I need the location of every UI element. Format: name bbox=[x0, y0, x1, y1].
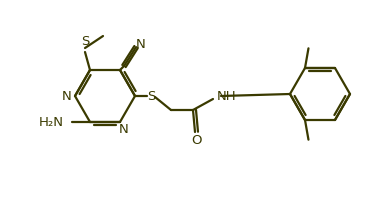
Text: H₂N: H₂N bbox=[39, 116, 64, 129]
Text: NH: NH bbox=[217, 90, 237, 103]
Text: S: S bbox=[147, 90, 155, 103]
Text: S: S bbox=[81, 35, 89, 48]
Text: N: N bbox=[62, 90, 72, 103]
Text: N: N bbox=[119, 123, 129, 136]
Text: N: N bbox=[136, 37, 146, 50]
Text: O: O bbox=[191, 134, 201, 147]
